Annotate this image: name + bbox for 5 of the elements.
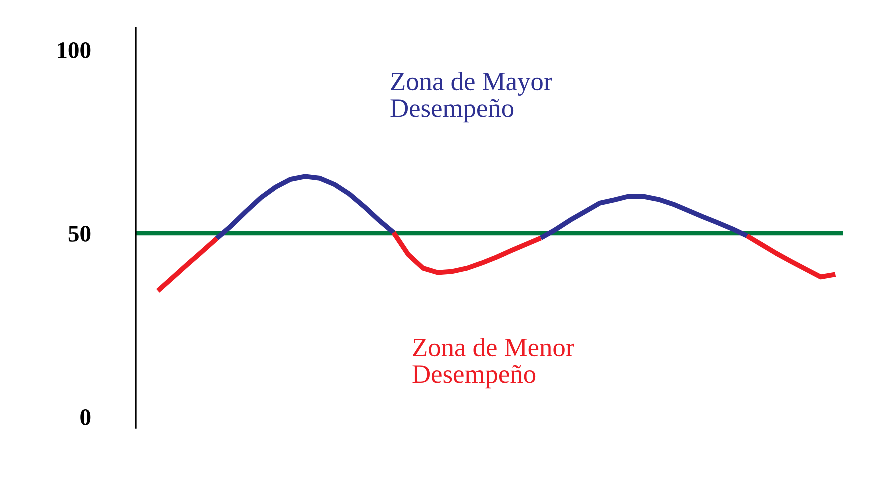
y-tick-label: 0 [80, 409, 91, 426]
annotation: Zona de Menor Desempeño [412, 338, 574, 389]
annotation: Zona de Mayor Desempeño [390, 72, 552, 123]
y-tick-label: 100 [58, 42, 91, 58]
y-tick-label: 50 [68, 226, 91, 242]
